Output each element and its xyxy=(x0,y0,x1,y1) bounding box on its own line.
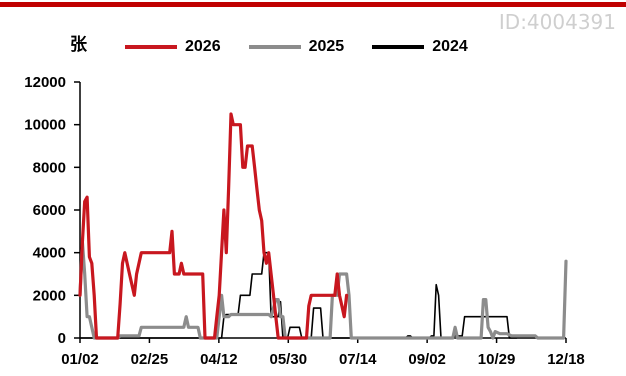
legend-swatch-2026 xyxy=(125,45,177,49)
legend-label-2026: 2026 xyxy=(185,38,221,55)
y-tick-label: 6000 xyxy=(33,202,66,219)
series-line-2025 xyxy=(78,240,568,340)
x-tick-label: 02/25 xyxy=(131,351,169,368)
legend-label-2024: 2024 xyxy=(432,38,468,55)
legend-label-2025: 2025 xyxy=(308,38,345,55)
x-tick-label: 12/18 xyxy=(547,351,585,368)
legend: 2026 2025 2024 xyxy=(125,38,496,56)
y-tick-label: 2000 xyxy=(33,287,66,304)
series-line-2026 xyxy=(78,112,349,340)
y-tick-label: 4000 xyxy=(33,245,66,262)
y-unit-label: 张 xyxy=(70,35,87,54)
x-tick-label: 10/29 xyxy=(478,351,516,368)
x-tick-label: 05/30 xyxy=(270,351,308,368)
x-tick-label: 09/02 xyxy=(408,351,446,368)
x-tick-label: 01/02 xyxy=(61,351,99,368)
x-tick-label: 07/14 xyxy=(339,351,377,368)
y-tick-label: 12000 xyxy=(24,74,66,91)
y-tick-label: 0 xyxy=(58,330,66,347)
y-tick-label: 10000 xyxy=(24,117,66,134)
legend-swatch-2025 xyxy=(248,45,301,49)
x-tick-label: 04/12 xyxy=(200,351,238,368)
watermark: ID:4004391 xyxy=(498,10,616,34)
top-rule xyxy=(0,2,626,7)
legend-item-2024: 2024 xyxy=(372,38,468,56)
y-tick-label: 8000 xyxy=(33,159,66,176)
legend-swatch-2024 xyxy=(372,45,425,49)
legend-item-2026: 2026 xyxy=(125,38,221,56)
series-line-2024 xyxy=(79,251,518,339)
legend-item-2025: 2025 xyxy=(248,38,345,56)
